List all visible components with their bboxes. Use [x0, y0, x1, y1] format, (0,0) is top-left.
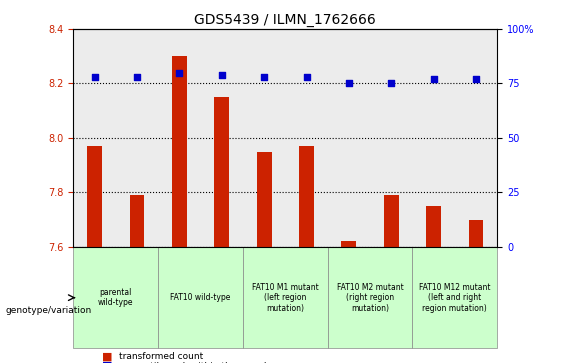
FancyBboxPatch shape	[328, 247, 412, 348]
Point	[175, 70, 184, 76]
Text: ■: ■	[102, 361, 112, 363]
Bar	[426, 206, 441, 363]
Point	[217, 72, 226, 78]
Text: ■: ■	[102, 351, 112, 361]
Text: FAT10 M1 mutant
(left region
mutation): FAT10 M1 mutant (left region mutation)	[252, 283, 319, 313]
Point	[132, 74, 141, 80]
Bar	[201, 29, 243, 247]
FancyBboxPatch shape	[158, 247, 243, 348]
Text: FAT10 M2 mutant
(right region
mutation): FAT10 M2 mutant (right region mutation)	[337, 283, 403, 313]
Bar	[243, 29, 285, 247]
Point	[386, 81, 396, 86]
Bar	[116, 29, 158, 247]
FancyBboxPatch shape	[243, 247, 328, 348]
Text: FAT10 M12 mutant
(left and right
region mutation): FAT10 M12 mutant (left and right region …	[419, 283, 490, 313]
Bar	[412, 29, 455, 247]
Bar	[129, 195, 145, 363]
Text: percentile rank within the sample: percentile rank within the sample	[119, 362, 272, 363]
FancyBboxPatch shape	[412, 247, 497, 348]
Bar	[285, 29, 328, 247]
Title: GDS5439 / ILMN_1762666: GDS5439 / ILMN_1762666	[194, 13, 376, 26]
Text: FAT10 wild-type: FAT10 wild-type	[171, 293, 231, 302]
Text: parental
wild-type: parental wild-type	[98, 288, 133, 307]
Bar	[468, 220, 484, 363]
Bar	[87, 146, 102, 363]
Point	[471, 76, 480, 82]
Point	[259, 74, 269, 80]
Point	[90, 74, 99, 80]
Bar	[455, 29, 497, 247]
Text: transformed count: transformed count	[119, 352, 203, 361]
Bar	[214, 97, 229, 363]
Bar	[73, 29, 116, 247]
Text: genotype/variation: genotype/variation	[6, 306, 92, 315]
Point	[344, 81, 354, 86]
Bar	[328, 29, 370, 247]
Bar	[172, 56, 187, 363]
Bar	[158, 29, 201, 247]
FancyBboxPatch shape	[73, 247, 158, 348]
Point	[429, 76, 438, 82]
Point	[302, 74, 311, 80]
Bar	[384, 195, 399, 363]
Bar	[341, 241, 357, 363]
Bar	[257, 151, 272, 363]
Bar	[370, 29, 412, 247]
Bar	[299, 146, 314, 363]
